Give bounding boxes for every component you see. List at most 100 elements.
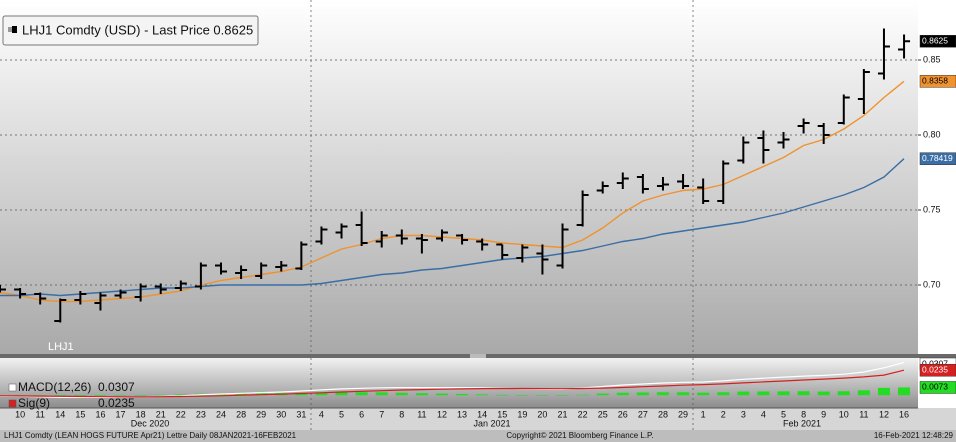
legend-swatch: [8, 383, 17, 392]
legend-icon: [12, 26, 17, 33]
ma-fast-label-box: [919, 75, 956, 88]
x-tick-label: 28: [658, 409, 668, 419]
ma-slow-label: 0.78419: [922, 153, 953, 163]
histogram-bar: [74, 395, 87, 397]
y-tick-label: 0.70: [923, 279, 941, 289]
x-axis-area: [0, 408, 956, 430]
x-tick-label: 11: [417, 409, 426, 419]
histogram-bar: [456, 393, 469, 396]
x-tick-label: 15: [75, 409, 85, 419]
signal-last-label-box: [919, 363, 956, 377]
y-tick-label: 0.85: [923, 54, 941, 64]
x-tick-label: 31: [296, 409, 306, 419]
histogram-bar: [315, 392, 328, 396]
x-tick-label: 29: [256, 409, 266, 419]
x-tick-label: 9: [821, 409, 826, 419]
x-tick-label: 14: [477, 409, 487, 419]
x-tick-label: 22: [578, 409, 588, 419]
histogram-bar: [174, 394, 187, 396]
last-price-label-box: [919, 35, 956, 48]
x-tick-label: 26: [618, 409, 628, 419]
x-tick-label: 2: [721, 409, 726, 419]
lower-panel-title: LHJ1: [48, 341, 74, 353]
moving-average-line: [0, 158, 905, 297]
histogram-bar: [435, 393, 448, 396]
footer-left: LHJ1 Comdty (LEAN HOGS FUTURE Apr21) Let…: [4, 431, 297, 440]
histogram-bar: [717, 392, 730, 396]
histogram-bar: [476, 394, 489, 396]
histogram-bar: [335, 392, 348, 396]
x-tick-label: 11: [36, 409, 45, 419]
lower-plot-area: [0, 358, 918, 408]
x-tick-label: 30: [276, 409, 286, 419]
x-tick-label: 28: [236, 409, 246, 419]
histogram-bar: [898, 387, 911, 396]
histogram-bar: [536, 395, 549, 396]
x-tick-label: 29: [678, 409, 688, 419]
histogram-bar: [134, 395, 147, 396]
histogram-bar: [837, 391, 850, 396]
x-tick-label: 21: [156, 409, 166, 419]
legend-label: Sig(9): [18, 396, 50, 410]
histogram-bar: [817, 391, 830, 396]
histogram-bar: [516, 395, 529, 396]
x-tick-label: 17: [116, 409, 126, 419]
main-plot-area: [0, 0, 918, 354]
ma-fast-label: 0.8358: [922, 76, 948, 86]
histogram-bar: [154, 394, 167, 396]
histogram-bar: [235, 393, 248, 396]
histogram-bar: [415, 393, 428, 396]
x-tick-label: 23: [196, 409, 206, 419]
month-label: Dec 2020: [131, 418, 170, 428]
x-tick-label: 1: [701, 409, 706, 419]
histogram-bar: [777, 391, 790, 396]
chart-title: LHJ1 Comdty (USD) - Last Price 0.8625: [22, 22, 253, 37]
x-tick-label: 10: [15, 409, 25, 419]
x-tick-label: 20: [537, 409, 547, 419]
x-tick-label: 15: [497, 409, 507, 419]
footer-bar: [0, 430, 956, 442]
histogram-bar: [395, 392, 408, 396]
moving-average-line: [0, 80, 905, 303]
histogram-bar: [656, 392, 669, 396]
histogram-bar: [556, 395, 569, 396]
x-tick-label: 16: [899, 409, 909, 419]
histogram-bar: [576, 394, 589, 396]
x-tick-label: 3: [741, 409, 746, 419]
histogram-bar: [636, 392, 649, 396]
macd-line: [0, 369, 905, 398]
month-label: Jan 2021: [473, 418, 510, 428]
histogram-bar: [697, 392, 710, 396]
x-tick-label: 4: [319, 409, 324, 419]
histogram-bar: [596, 393, 609, 396]
x-tick-label: 22: [176, 409, 186, 419]
x-tick-label: 10: [839, 409, 849, 419]
x-tick-label: 12: [879, 409, 889, 419]
month-label: Feb 2021: [783, 418, 821, 428]
y-tick-label: 0.75: [923, 204, 941, 214]
legend-swatch: [8, 399, 17, 408]
histogram-bar: [797, 391, 810, 396]
x-tick-label: 8: [399, 409, 404, 419]
y-tick-label: 0.80: [923, 129, 941, 139]
histogram-bar: [355, 392, 368, 396]
x-tick-label: 19: [517, 409, 527, 419]
legend-value: 0.0235: [98, 396, 135, 410]
histogram-bar: [877, 387, 890, 396]
histogram-last-label-box: [919, 381, 956, 394]
footer-center: Copyright© 2021 Bloomberg Finance L.P.: [506, 431, 653, 440]
x-tick-label: 11: [859, 409, 868, 419]
x-tick-label: 12: [437, 409, 447, 419]
ma-slow-label-box: [919, 152, 956, 165]
legend-value: 0.0307: [98, 380, 135, 394]
footer-right: 16-Feb-2021 12:48:29: [874, 431, 954, 440]
right-axis-area: [918, 0, 956, 354]
x-tick-label: 5: [781, 409, 786, 419]
x-tick-label: 7: [379, 409, 384, 419]
histogram-bar: [375, 392, 388, 396]
divider-handle: [470, 354, 486, 358]
x-tick-label: 4: [761, 409, 766, 419]
x-tick-label: 25: [598, 409, 608, 419]
